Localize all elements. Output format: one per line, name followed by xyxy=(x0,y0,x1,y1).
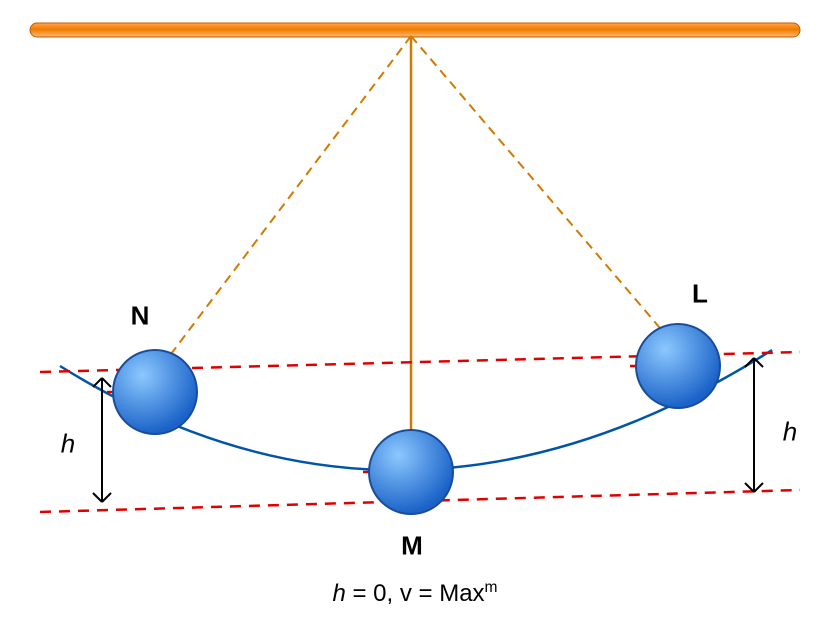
bob-n xyxy=(113,350,197,434)
height-arrow-left xyxy=(93,378,111,502)
bob-m xyxy=(369,430,453,514)
equation-eq0: = 0, xyxy=(346,580,400,607)
string-right xyxy=(411,36,678,349)
label-h-right: h xyxy=(783,417,797,448)
label-h-left: h xyxy=(61,429,75,460)
bob-l xyxy=(636,324,720,408)
equation-eqmax: = Max xyxy=(412,580,485,607)
equation: h = 0, v = Maxm xyxy=(332,580,497,608)
equation-sup: m xyxy=(485,579,498,596)
string-left xyxy=(155,36,411,375)
label-n: N xyxy=(131,301,150,332)
equation-h: h xyxy=(332,580,345,607)
label-m: M xyxy=(401,531,423,562)
label-l: L xyxy=(692,279,708,310)
support-bar xyxy=(30,23,800,37)
equation-v: v xyxy=(400,580,412,607)
height-arrow-right xyxy=(745,358,763,492)
